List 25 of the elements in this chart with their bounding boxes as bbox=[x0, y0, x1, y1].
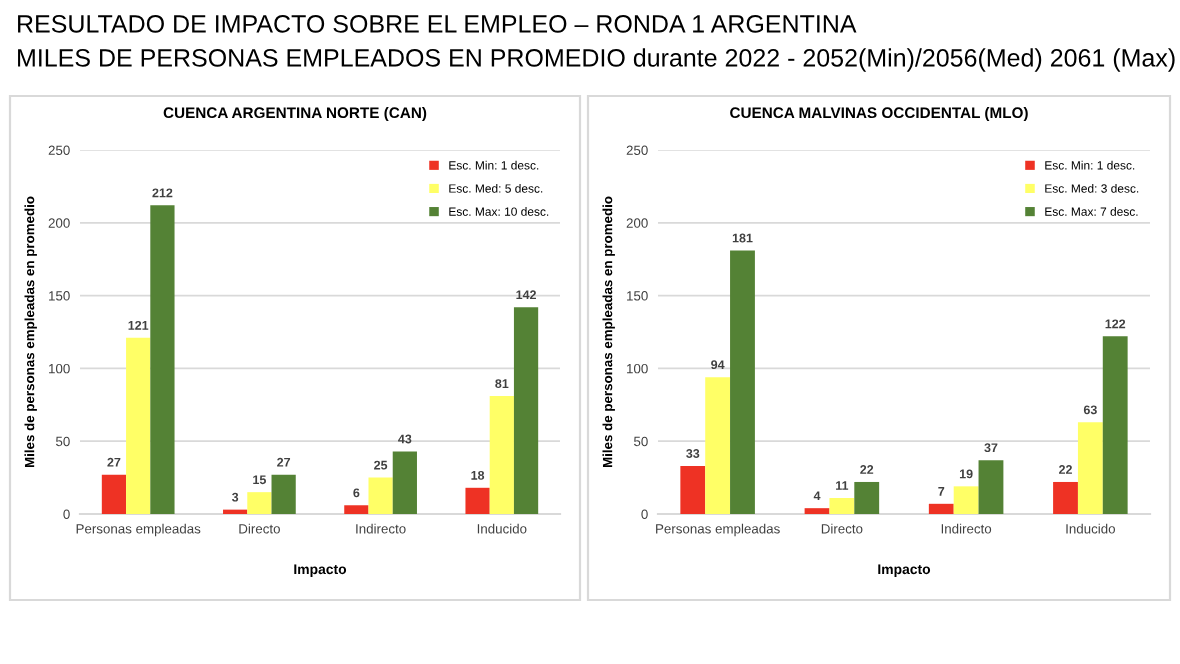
bar bbox=[513, 307, 539, 514]
bar bbox=[150, 205, 175, 514]
bar bbox=[344, 505, 369, 514]
bar bbox=[705, 377, 731, 514]
bar bbox=[854, 481, 880, 514]
bar bbox=[465, 487, 490, 514]
bar bbox=[392, 451, 417, 514]
bar bbox=[1102, 336, 1128, 514]
bar bbox=[978, 460, 1004, 514]
bar bbox=[928, 503, 954, 514]
bar bbox=[489, 396, 514, 514]
bar bbox=[804, 508, 830, 514]
bar bbox=[829, 497, 855, 514]
bar bbox=[126, 337, 151, 514]
bar bbox=[368, 477, 393, 514]
text: RESULTADO DE IMPACTO SOBRE EL EMPLEO – RONDA 1 ARGENTINA bbox=[18, 15, 857, 33]
bar bbox=[680, 465, 706, 514]
bar bbox=[247, 492, 272, 514]
bar bbox=[953, 486, 979, 514]
bar bbox=[271, 474, 296, 514]
bar bbox=[1077, 422, 1103, 514]
text: MILES DE PERSONAS EMPLEADOS EN PROMEDIO durante 2022 - 2052(Min)/2056(Med) 2061 (Max) bbox=[18, 48, 1175, 72]
bar bbox=[1053, 481, 1078, 514]
bar bbox=[730, 250, 755, 514]
bar bbox=[101, 474, 127, 514]
